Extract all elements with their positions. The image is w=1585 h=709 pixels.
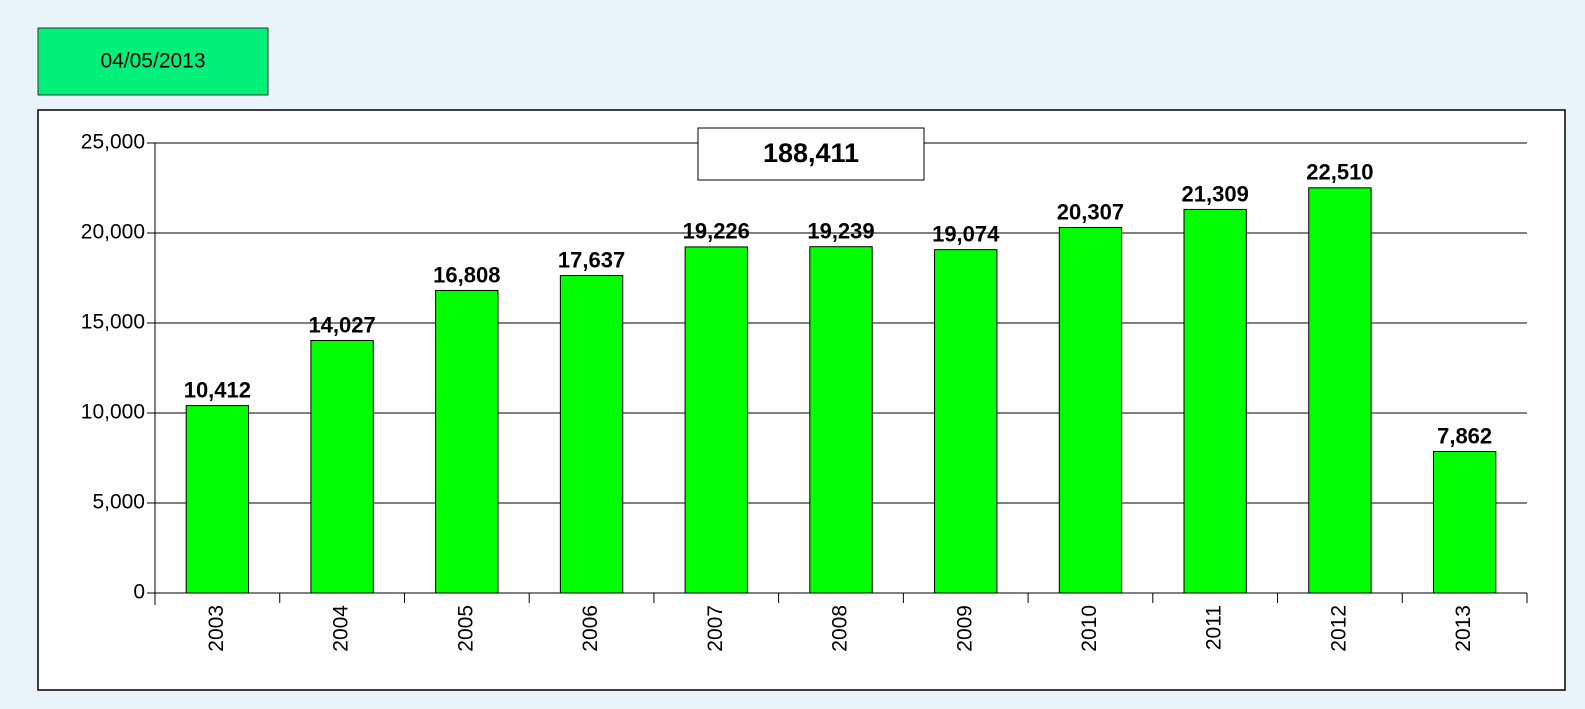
value-label: 7,862: [1437, 423, 1492, 448]
value-label: 19,239: [807, 219, 874, 244]
x-tick-label: 2005: [454, 605, 477, 652]
bar: [1432, 450, 1497, 594]
x-tick-label: 2006: [579, 605, 602, 652]
bar: [185, 405, 250, 594]
value-label: 20,307: [1057, 199, 1124, 224]
x-tick-label: 2008: [829, 605, 852, 652]
x-tick-label: 2010: [1078, 605, 1101, 652]
value-label: 17,637: [558, 247, 625, 272]
date-label: 04/05/2013: [100, 50, 205, 73]
bar: [1308, 187, 1372, 594]
annotation: 188,411: [763, 138, 859, 168]
y-tick-label: 15,000: [81, 311, 145, 334]
x-tick-label: 2013: [1452, 605, 1475, 652]
x-tick-label: 2007: [704, 605, 727, 652]
value-label: 21,309: [1182, 181, 1249, 206]
value-label: 19,226: [683, 219, 750, 244]
bar: [934, 249, 998, 594]
annotation-box: [697, 127, 925, 181]
date-box: [37, 27, 269, 96]
bar: [310, 340, 374, 594]
y-tick-label: 5,000: [92, 491, 145, 514]
y-tick-label: 25,000: [81, 131, 145, 154]
y-tick-label: 0: [133, 581, 145, 604]
x-tick-label: 2012: [1327, 605, 1350, 652]
bar: [559, 275, 624, 594]
y-tick-label: 20,000: [81, 221, 145, 244]
x-tick-label: 2009: [953, 605, 976, 652]
x-tick-label: 2011: [1203, 605, 1226, 650]
bar: [684, 246, 748, 594]
value-label: 14,027: [308, 312, 375, 337]
bar: [1058, 226, 1123, 594]
x-tick-label: 2003: [205, 605, 228, 652]
value-label: 10,412: [184, 377, 251, 402]
value-label: 22,510: [1306, 160, 1373, 185]
y-tick-label: 10,000: [81, 401, 145, 424]
value-label: 19,074: [932, 221, 1000, 246]
bar: [1183, 208, 1247, 594]
value-label: 16,808: [433, 262, 500, 287]
bar: [435, 289, 499, 594]
x-tick-label: 2004: [330, 605, 353, 652]
bar: [809, 246, 873, 594]
